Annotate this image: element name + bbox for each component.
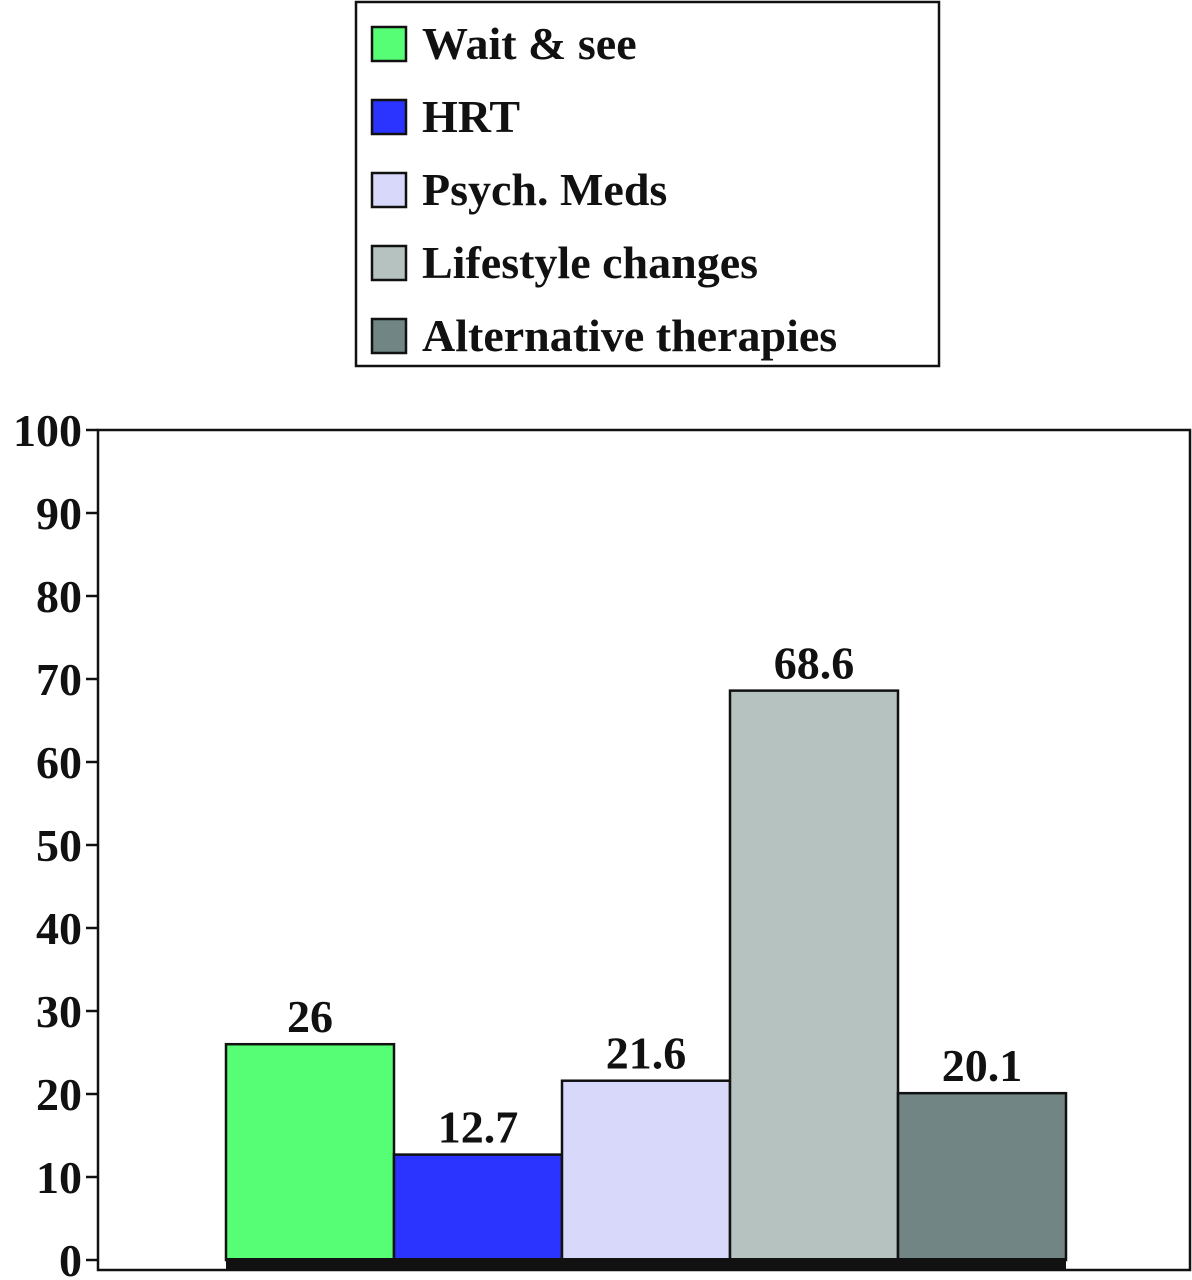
bar-base-strip (226, 1258, 1066, 1270)
value-label-alternative-therapies: 20.1 (942, 1040, 1023, 1091)
y-tick-label-90: 90 (36, 488, 82, 539)
legend-box (354, 0, 941, 368)
y-axis: 0 10 20 30 40 50 60 70 80 90 100 (13, 405, 98, 1280)
bar-hrt (392, 1153, 564, 1262)
legend-swatch-lifestyle-changes (370, 244, 408, 282)
value-labels: 26 12.7 21.6 68.6 20.1 (287, 638, 1022, 1153)
legend-swatch-wait-see (370, 25, 408, 63)
bar-wait-see (224, 1042, 396, 1262)
bar-lifestyle-changes (728, 689, 900, 1262)
legend-swatch-alternative-therapies (370, 317, 408, 355)
value-label-wait-see: 26 (287, 991, 333, 1042)
value-label-psych-meds: 21.6 (606, 1028, 687, 1079)
legend-label-lifestyle-changes: Lifestyle changes (422, 237, 758, 288)
legend-swatch-hrt (370, 98, 408, 136)
legend: Wait & see HRT Psych. Meds Lifestyle change… (354, 0, 941, 368)
y-tick-label-10: 10 (36, 1152, 82, 1203)
y-tick-label-70: 70 (36, 654, 82, 705)
legend-label-hrt: HRT (422, 91, 520, 142)
bars (224, 689, 1068, 1270)
bar-psych-meds (560, 1079, 732, 1262)
legend-label-psych-meds: Psych. Meds (422, 164, 667, 215)
y-tick-label-80: 80 (36, 571, 82, 622)
value-label-hrt: 12.7 (438, 1102, 519, 1153)
y-tick-label-60: 60 (36, 737, 82, 788)
value-label-lifestyle-changes: 68.6 (774, 638, 855, 689)
y-tick-label-40: 40 (36, 903, 82, 954)
y-tick-label-20: 20 (36, 1069, 82, 1120)
plot-area: 0 10 20 30 40 50 60 70 80 90 100 26 12.7 21.6 68.6 20.… (13, 405, 1192, 1280)
bar-alternative-therapies (896, 1091, 1068, 1262)
legend-label-alternative-therapies: Alternative therapies (422, 310, 837, 361)
legend-label-wait-see: Wait & see (422, 18, 637, 69)
y-tick-label-0: 0 (59, 1235, 82, 1280)
y-tick-label-30: 30 (36, 986, 82, 1037)
legend-swatch-psych-meds (370, 171, 408, 209)
y-tick-label-100: 100 (13, 405, 82, 456)
y-tick-label-50: 50 (36, 820, 82, 871)
